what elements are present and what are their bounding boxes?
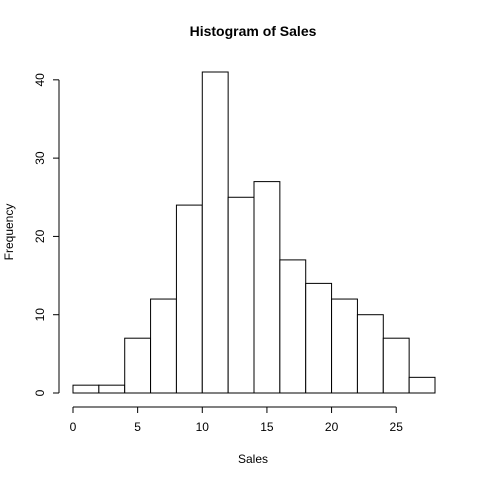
histogram-bar	[201, 71, 229, 394]
x-tick-label: 20	[325, 420, 339, 434]
x-tick-label: 0	[70, 420, 77, 434]
x-tick-label: 15	[260, 420, 274, 434]
histogram-bar	[356, 314, 384, 394]
y-tick-label: 20	[33, 229, 47, 243]
y-tick-label: 40	[33, 73, 47, 87]
histogram-bar	[279, 259, 307, 394]
x-tick-label: 25	[390, 420, 404, 434]
histogram-bar	[382, 337, 410, 394]
x-tick-label: 5	[134, 420, 141, 434]
histogram-bar	[98, 384, 126, 394]
y-tick-label: 30	[33, 151, 47, 165]
y-axis: 0 10 20 30 40	[33, 73, 60, 396]
histogram-bar	[175, 204, 203, 394]
y-tick-label: 10	[33, 308, 47, 322]
histogram-bar	[408, 376, 436, 394]
y-tick-label: 0	[33, 389, 47, 396]
y-axis-label: Frequency	[2, 204, 16, 261]
chart-title: Histogram of Sales	[190, 23, 317, 39]
histogram-bar	[253, 181, 281, 394]
histogram-bar	[124, 337, 152, 394]
histogram-bar	[150, 298, 177, 394]
histogram-bar	[227, 196, 255, 394]
histogram-bar	[331, 298, 358, 394]
x-axis: 0 5 10 15 20 25	[70, 406, 404, 434]
x-axis-label: Sales	[238, 452, 268, 466]
histogram-bar	[72, 384, 100, 394]
bars-group	[72, 71, 436, 394]
x-tick-label: 10	[196, 420, 210, 434]
histogram-bar	[305, 282, 333, 394]
